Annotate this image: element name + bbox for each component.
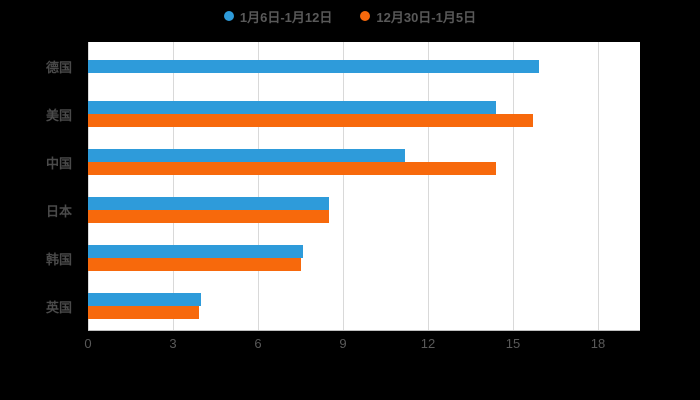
bar-中国-1月6日-1月12日[interactable]	[88, 149, 406, 162]
legend-label-series2: 12月30日-1月5日	[376, 9, 477, 25]
x-axis-tick-label: 3	[169, 336, 177, 351]
bar-row	[88, 186, 640, 234]
bar-row	[88, 90, 640, 138]
x-axis-tick-label: 12	[420, 336, 436, 351]
gridline	[343, 42, 344, 330]
x-axis-tick-label: 6	[254, 336, 262, 351]
bar-德国-1月6日-1月12日[interactable]	[88, 59, 539, 73]
bar-row	[88, 282, 640, 330]
gridline	[173, 42, 174, 330]
y-axis-category-label: 德国	[45, 59, 72, 75]
x-axis-tick-label: 15	[505, 336, 521, 351]
y-axis-category-label: 中国	[45, 155, 72, 171]
legend-item-series2[interactable]: 12月30日-1月5日	[360, 7, 476, 26]
gridline	[428, 42, 429, 330]
bar-韩国-1月6日-1月12日[interactable]	[88, 245, 304, 258]
gridline	[258, 42, 259, 330]
y-axis-category-label: 美国	[45, 107, 72, 123]
x-axis-tick-label: 18	[590, 336, 606, 351]
x-axis-tick-label: 9	[339, 336, 347, 351]
bar-英国-12月30日-1月5日[interactable]	[88, 306, 199, 319]
gridline	[598, 42, 599, 330]
legend: 1月6日-1月12日 12月30日-1月5日	[0, 6, 700, 26]
y-axis-category-label: 日本	[45, 203, 72, 219]
bar-row	[88, 42, 640, 90]
bar-日本-1月6日-1月12日[interactable]	[88, 197, 329, 210]
plot-area	[88, 42, 640, 331]
legend-label-series1: 1月6日-1月12日	[239, 9, 333, 25]
bar-韩国-12月30日-1月5日[interactable]	[88, 258, 301, 271]
legend-item-series1[interactable]: 1月6日-1月12日	[223, 7, 333, 26]
legend-swatch-blue-icon	[223, 11, 234, 21]
bar-英国-1月6日-1月12日[interactable]	[88, 293, 202, 306]
bar-日本-12月30日-1月5日[interactable]	[88, 210, 329, 223]
bar-美国-1月6日-1月12日[interactable]	[88, 101, 496, 114]
bar-中国-12月30日-1月5日[interactable]	[88, 162, 496, 175]
y-axis-category-label: 韩国	[45, 251, 72, 267]
gridline	[88, 42, 89, 330]
x-axis-tick-label: 0	[84, 336, 92, 351]
bar-美国-12月30日-1月5日[interactable]	[88, 114, 533, 127]
legend-swatch-orange-icon	[360, 11, 371, 21]
y-axis-category-label: 英国	[45, 299, 72, 315]
bar-row	[88, 234, 640, 282]
bar-row	[88, 138, 640, 186]
gridline	[513, 42, 514, 330]
